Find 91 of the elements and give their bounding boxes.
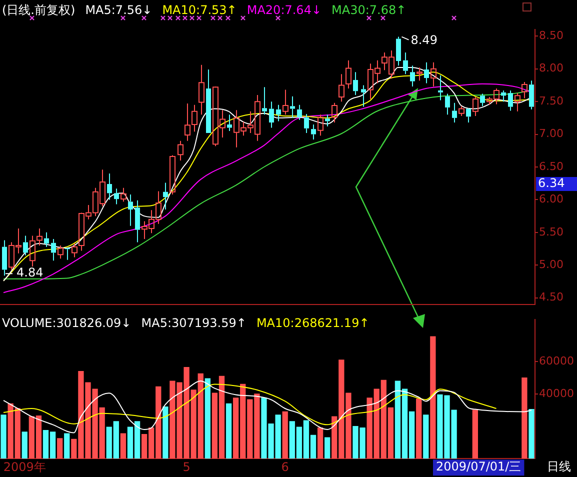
candlestick [522, 81, 528, 99]
y-tick-label: 6.00 [539, 192, 564, 206]
y-tick-label: 60000 [539, 354, 574, 368]
y-tick-label: 6.50 [539, 160, 564, 173]
text: MA5:7.56↓ [85, 3, 152, 17]
candlestick [198, 64, 204, 116]
x-tick-label: 2009年 [3, 460, 46, 474]
candlestick [304, 114, 309, 134]
candlestick [262, 86, 267, 116]
candlestick [445, 93, 450, 116]
candlestick [276, 104, 281, 122]
y-tick-label: 8.50 [539, 29, 564, 42]
text: 2009/07/01/三 [436, 460, 522, 474]
y-tick-label: 7.50 [539, 94, 564, 108]
bar [472, 410, 478, 459]
candlestick [325, 114, 330, 127]
bar [324, 437, 330, 459]
candlestick [206, 69, 211, 133]
candlestick [72, 243, 78, 258]
bar [522, 377, 528, 459]
line-series [3, 384, 497, 426]
candlestick [318, 114, 324, 136]
bar [416, 398, 422, 459]
chart-title: (日线.前复权) [2, 3, 76, 17]
candlestick [403, 52, 408, 75]
candlestick [51, 238, 56, 262]
bar [430, 336, 436, 459]
candlestick [311, 124, 316, 140]
annotation: 8.49 [410, 32, 438, 47]
candlestick [178, 140, 184, 161]
candlestick [501, 90, 506, 102]
candlestick [338, 74, 344, 102]
text: MA20:7.64↓ [246, 3, 322, 17]
x-tick-label: 6 [281, 460, 289, 474]
bar [64, 433, 70, 459]
bar [423, 414, 429, 459]
candlestick [2, 240, 7, 276]
candlestick [114, 188, 119, 205]
y-tick-label: 4.50 [539, 290, 564, 304]
annotation: 4.84 [16, 266, 44, 280]
candlestick [227, 114, 232, 132]
y-tick-label: 5.50 [539, 225, 564, 238]
candlestick [135, 200, 140, 243]
candlestick [410, 65, 415, 88]
candlestick [466, 108, 471, 124]
candlestick [163, 182, 168, 210]
bar [317, 428, 324, 459]
y-tick-label: 8.00 [539, 62, 564, 75]
candlestick [396, 36, 401, 66]
candlestick [430, 62, 436, 88]
chart-title: VOLUME:301826.09↓ [2, 316, 132, 330]
candlestick [269, 101, 274, 128]
bar [0, 414, 6, 459]
candlestick [480, 93, 485, 107]
candlestick [128, 194, 133, 226]
candlestick [514, 92, 520, 112]
candlestick [282, 89, 288, 116]
text: MA10:7.53↑ [162, 3, 237, 17]
line-series [3, 380, 532, 434]
bar [162, 406, 168, 459]
bar [57, 438, 63, 459]
candlestick [508, 90, 513, 112]
candlestick [416, 67, 422, 82]
text: MA10:268621.19↑ [256, 316, 370, 330]
bar [204, 378, 210, 459]
candlestick [424, 62, 429, 84]
candlestick [346, 60, 352, 89]
y-tick-label: 40000 [539, 386, 574, 400]
text: MA5:307193.59↑ [141, 316, 246, 330]
candlestick [529, 80, 534, 110]
candlestick [438, 74, 443, 101]
bar [282, 411, 288, 459]
x-tick-label: 5 [182, 460, 190, 474]
bar [226, 403, 232, 459]
candlestick [290, 96, 295, 118]
text: MA30:7.68↑ [332, 3, 406, 17]
candlestick [452, 102, 457, 124]
candlestick [44, 232, 49, 248]
candlestick [23, 235, 28, 256]
bar [22, 432, 28, 459]
candlestick [65, 248, 70, 260]
candlestick [297, 104, 302, 120]
y-tick-label: 7.00 [539, 127, 564, 140]
text: 日线 [547, 460, 571, 474]
candlestick [107, 173, 112, 200]
bar [120, 433, 126, 459]
candlestick [361, 84, 366, 108]
candlestick [353, 72, 358, 96]
text: 6.34 [538, 176, 565, 190]
y-tick-label: 5.00 [539, 258, 564, 271]
bar [528, 408, 534, 459]
